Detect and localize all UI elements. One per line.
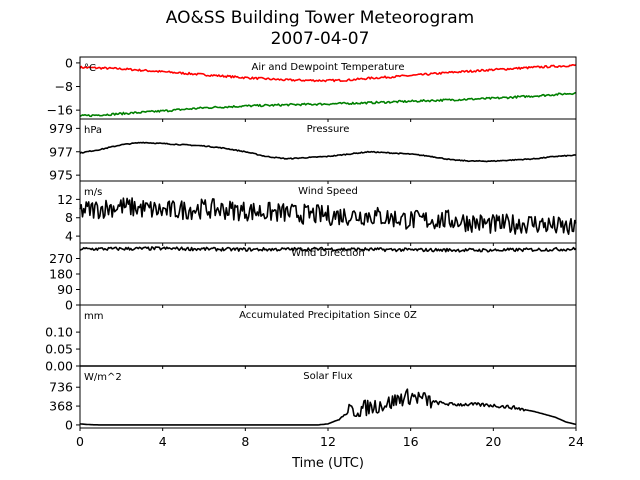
y-tick-label: 0.00 — [45, 359, 73, 374]
series-line-1 — [79, 246, 577, 253]
x-axis-label: Time (UTC) — [291, 456, 364, 471]
series-line-1 — [79, 197, 577, 235]
x-tick-label: 12 — [320, 434, 336, 449]
figure-date: 2007-04-07 — [270, 29, 370, 49]
y-tick-label: 0.05 — [45, 342, 73, 357]
y-tick-label: 90 — [57, 282, 73, 297]
y-tick-label: 0 — [65, 298, 73, 313]
panel-title: Solar Flux — [303, 371, 353, 382]
y-tick-label: 8 — [65, 210, 73, 225]
y-tick-label: 977 — [49, 144, 73, 159]
series-line-2 — [79, 91, 577, 118]
panel-title: Wind Speed — [298, 186, 358, 197]
panel-2: 979 977 975 hPa Pressure — [49, 118, 577, 184]
y-tick-label: 12 — [57, 192, 73, 207]
x-tick-label: 8 — [241, 434, 249, 449]
y-tick-label: 736 — [49, 380, 73, 395]
y-tick-label: −8 — [55, 79, 73, 94]
panel-1: 0 −8 −16 °C Air and Dewpoint Temperature — [47, 55, 577, 122]
y-tick-label: 0 — [65, 55, 73, 70]
x-tick-label: 0 — [76, 434, 84, 449]
series-line-1 — [79, 141, 577, 163]
x-tick-label: 16 — [403, 434, 419, 449]
panel-title: Air and Dewpoint Temperature — [252, 62, 405, 73]
y-tick-label: 368 — [49, 399, 73, 414]
y-tick-label: 0.10 — [45, 325, 73, 340]
unit-label: °C — [84, 63, 96, 74]
unit-label: m/s — [84, 187, 102, 198]
series-line-1 — [79, 64, 577, 83]
x-tick-label: 24 — [568, 434, 584, 449]
panel-5: 0.10 0.05 0.00 mm Accumulated Precipitation … — [45, 304, 577, 374]
y-tick-label: 0 — [65, 417, 73, 432]
y-tick-label: 180 — [49, 267, 73, 282]
y-tick-label: 4 — [65, 229, 73, 244]
unit-label: mm — [84, 311, 103, 322]
panel-3: 12 8 4 m/s Wind Speed — [57, 180, 577, 246]
panel-6: 736 368 0 W/m^2 Solar Flux — [49, 365, 577, 432]
figure-title: AO&SS Building Tower Meteorogram — [165, 8, 475, 28]
panel-title: Wind Direction — [291, 248, 365, 259]
y-tick-label: 979 — [49, 121, 73, 136]
unit-label: hPa — [84, 125, 102, 136]
x-tick-label: 20 — [485, 434, 501, 449]
panel-title: Accumulated Precipitation Since 0Z — [239, 310, 417, 321]
y-tick-label: −16 — [47, 103, 73, 118]
y-tick-label: 975 — [49, 168, 73, 183]
unit-label: W/m^2 — [84, 372, 122, 383]
panel-title: Pressure — [307, 124, 350, 135]
x-tick-label: 4 — [159, 434, 167, 449]
series-line-1 — [79, 388, 577, 426]
y-tick-label: 270 — [49, 251, 73, 266]
